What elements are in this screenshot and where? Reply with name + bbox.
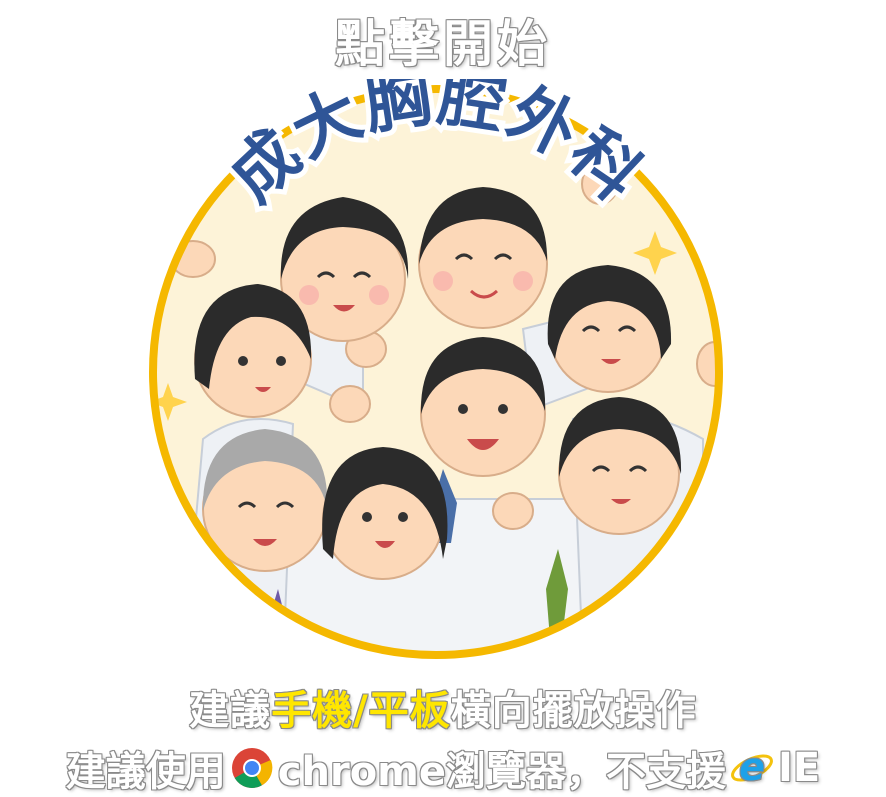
chrome-icon (231, 748, 273, 788)
browser-hint: 建議使用 chrome瀏覽器，不支援 e IE (0, 740, 886, 796)
orientation-hint: 建議手機/平板橫向擺放操作 (0, 678, 886, 736)
orientation-hint-suffix: 橫向擺放操作 (450, 688, 697, 734)
department-logo-button[interactable]: 成大胸腔外科 (143, 79, 729, 665)
start-button[interactable]: 點擊開始 (335, 15, 551, 73)
device-highlight: 手機/平板 (271, 688, 451, 734)
browser-hint-prefix: 建議使用 (65, 749, 226, 795)
svg-text:e: e (739, 746, 765, 789)
ie-icon: e (731, 746, 773, 789)
browser-hint-text: chrome瀏覽器，不支援 (277, 749, 726, 795)
ie-label: IE (777, 745, 821, 791)
orientation-hint-prefix: 建議 (189, 688, 272, 734)
